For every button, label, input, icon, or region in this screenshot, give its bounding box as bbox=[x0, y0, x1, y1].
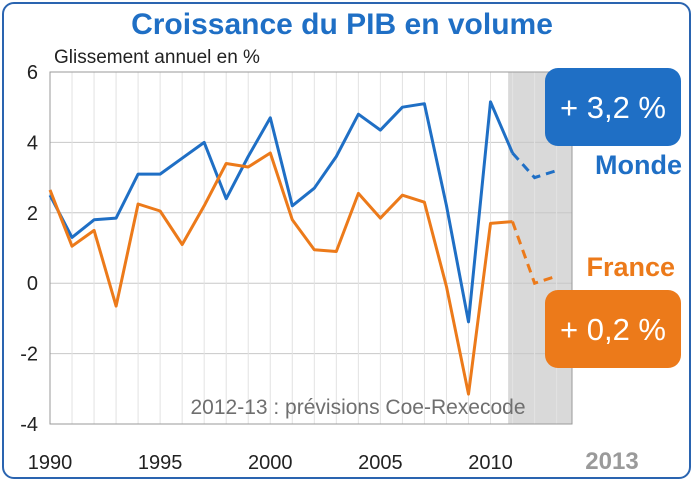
y-tick-label: -2 bbox=[20, 344, 38, 366]
forecast-badges: + 3,2 % + 0,2 % bbox=[545, 68, 681, 368]
badge-france bbox=[545, 290, 681, 368]
series-lines bbox=[48, 100, 558, 396]
y-tick-labels: -4 -2 0 2 4 6 bbox=[20, 62, 38, 436]
y-tick-label: 2 bbox=[27, 203, 38, 225]
series-label-monde: Monde bbox=[595, 150, 682, 180]
y-tick-label: 0 bbox=[27, 273, 38, 295]
x-tick-label: 2000 bbox=[248, 452, 293, 474]
series-line-monde bbox=[48, 100, 514, 324]
x-tick-label-forecast: 2013 bbox=[585, 448, 638, 475]
plot-area-border bbox=[49, 71, 573, 425]
chart-frame bbox=[2, 2, 691, 479]
plot-border bbox=[49, 71, 573, 425]
chart-title: Croissance du PIB en volume bbox=[131, 8, 553, 41]
badge-monde bbox=[545, 68, 681, 146]
forecast-note: 2012-13 : prévisions Coe-Rexecode bbox=[190, 396, 525, 419]
y-tick-label: 6 bbox=[27, 62, 38, 84]
x-tick-label: 1995 bbox=[138, 452, 183, 474]
x-tick-label: 2010 bbox=[468, 452, 513, 474]
series-forecast-france bbox=[511, 221, 558, 286]
x-tick-label: 1990 bbox=[28, 452, 73, 474]
y-tick-label: 4 bbox=[27, 132, 38, 154]
badge-value-france: + 0,2 % bbox=[560, 312, 666, 347]
badge-value-monde: + 3,2 % bbox=[560, 90, 666, 125]
x-tick-label: 2005 bbox=[358, 452, 403, 474]
series-forecast-monde bbox=[511, 151, 558, 180]
y-axis-label: Glissement annuel en % bbox=[54, 47, 260, 68]
series-label-france: France bbox=[586, 252, 675, 282]
series-line-france bbox=[48, 151, 513, 396]
x-tick-labels: 1990 1995 2000 2005 2010 2013 bbox=[28, 448, 639, 475]
series-labels: Monde France bbox=[586, 150, 682, 282]
y-tick-label: -4 bbox=[20, 414, 38, 436]
